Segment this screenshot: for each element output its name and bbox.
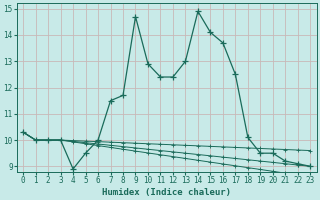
X-axis label: Humidex (Indice chaleur): Humidex (Indice chaleur) <box>102 188 231 197</box>
